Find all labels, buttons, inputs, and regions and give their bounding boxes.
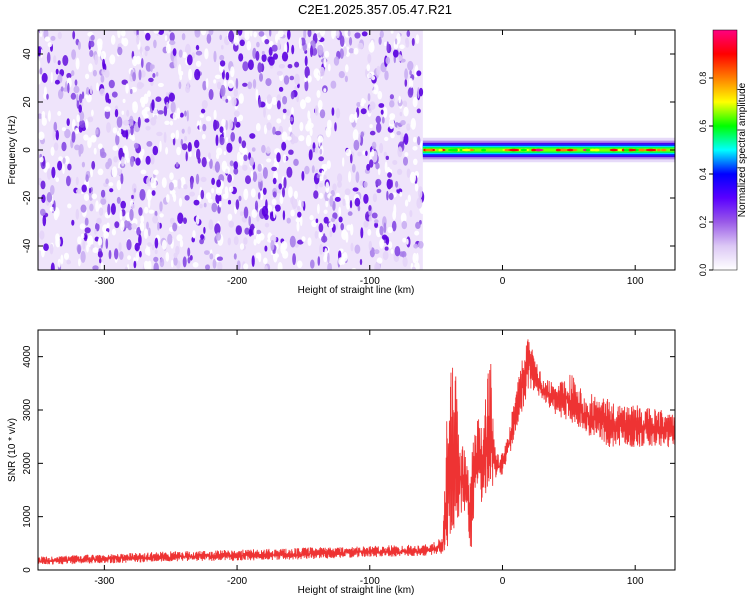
snr-frame	[37, 329, 676, 571]
snr-xtick-label: -300	[94, 576, 114, 587]
spectrogram-xtick-label: 0	[500, 276, 506, 287]
colorbar-label: Normalized spectral amplitude	[737, 82, 748, 217]
colorbar-tick-label: 0.4	[698, 168, 708, 181]
spectrogram-heatmap	[38, 30, 675, 270]
colorbar-axes: 0.0 0.2 0.4 0.6 0.8	[698, 72, 713, 277]
spectrogram-xtick-label: -300	[94, 276, 114, 287]
spectrogram-ytick-label: 40	[22, 48, 33, 60]
spectrogram-ytick-label: 20	[22, 96, 33, 108]
colorbar-tick-label: 0.6	[698, 120, 708, 133]
spectrogram-ytick-label: 0	[22, 147, 33, 153]
colorbar	[712, 29, 738, 271]
spectrogram-xtick-label: -200	[227, 276, 247, 287]
snr-xlabel: Height of straight line (km)	[298, 585, 415, 596]
colorbar-tick-label: 0.0	[698, 264, 708, 277]
spectrogram-xlabel: Height of straight line (km)	[298, 285, 415, 296]
snr-series-line	[38, 339, 675, 565]
spectrogram-ytick-label: -40	[22, 238, 33, 253]
spectrogram-xtick-label: 100	[627, 276, 644, 287]
colorbar-tick-label: 0.2	[698, 216, 708, 229]
snr-xtick-label: -200	[227, 576, 247, 587]
snr-ytick-label: 2000	[22, 452, 33, 475]
snr-line-plot	[38, 339, 675, 565]
snr-xtick-label: 0	[500, 576, 506, 587]
snr-ytick-label: 4000	[22, 345, 33, 368]
snr-xtick-label: 100	[627, 576, 644, 587]
snr-ytick-label: 0	[22, 567, 33, 573]
snr-ytick-label: 3000	[22, 398, 33, 421]
spectrogram-ytick-label: -20	[22, 190, 33, 205]
chart-title: C2E1.2025.357.05.47.R21	[298, 2, 452, 17]
colorbar-tick-label: 0.8	[698, 72, 708, 85]
spectrogram-xtick-label: -100	[360, 276, 380, 287]
snr-ytick-label: 1000	[22, 505, 33, 528]
snr-ylabel: SNR (10 * v/v)	[7, 418, 18, 482]
spectrogram-ylabel: Frequency (Hz)	[7, 116, 18, 185]
snr-xtick-label: -100	[360, 576, 380, 587]
